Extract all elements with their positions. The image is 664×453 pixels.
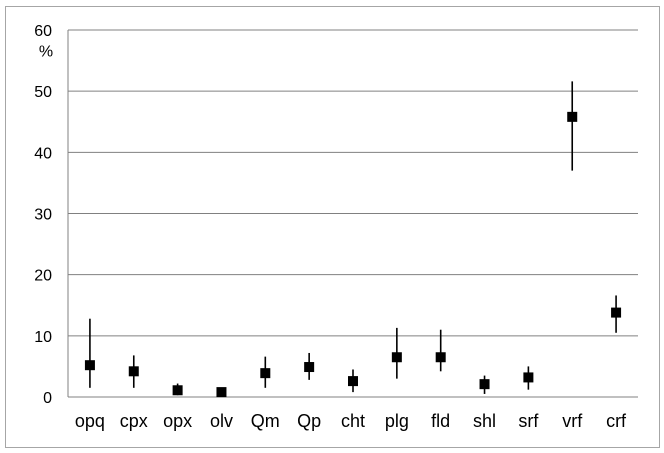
data-point-cht [348,376,358,387]
y-tick-label: 20 [34,268,52,285]
chart-frame [5,6,660,448]
y-axis-label: % [39,44,53,61]
data-point-shl [479,379,490,390]
x-tick-label-shl: shl [473,411,496,431]
gridlines [68,29,638,337]
x-tick-label-srf: srf [518,411,539,431]
x-tick-label-crf: crf [606,411,627,431]
x-tick-label-vrf: vrf [562,411,583,431]
x-tick-label-plg: plg [385,411,409,431]
data-markers [84,111,622,398]
y-tick-label: 40 [34,145,52,162]
data-point-cpx [128,366,139,377]
x-tick-label-olv: olv [210,411,233,431]
data-point-opq [84,360,95,371]
x-tick-label-cpx: cpx [120,411,148,431]
y-tick-label: 10 [34,329,52,346]
axes [67,30,638,398]
error-bars [89,81,617,396]
data-point-vrf [567,111,578,122]
y-tick-label: 50 [34,84,52,101]
y-tick-labels: 0 10 20 30 40 50 60 [34,23,52,407]
data-point-Qm [260,368,271,379]
data-point-srf [523,372,534,383]
data-point-crf [611,307,622,318]
data-point-fld [435,352,446,363]
data-point-plg [391,352,402,363]
y-tick-label: 0 [43,390,52,407]
x-tick-label-opq: opq [75,411,105,431]
x-tick-label-fld: fld [431,411,450,431]
y-tick-label: 60 [34,23,52,40]
x-tick-label-Qp: Qp [297,411,321,431]
x-tick-label-Qm: Qm [251,411,280,431]
x-tick-labels: opq cpx opx olv Qm Qp cht plg fld shl srf vrf crf [75,411,627,431]
data-point-Qp [304,362,315,373]
y-tick-label: 30 [34,207,52,224]
data-point-olv [216,387,227,398]
x-tick-label-opx: opx [163,411,192,431]
x-tick-label-cht: cht [341,411,365,431]
data-point-opx [172,385,183,396]
